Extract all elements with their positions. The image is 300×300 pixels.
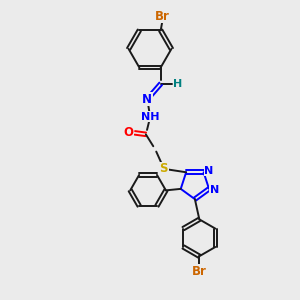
Text: N: N: [210, 185, 219, 195]
Text: O: O: [123, 126, 133, 140]
Text: N: N: [204, 166, 214, 176]
Text: H: H: [173, 79, 182, 89]
Text: NH: NH: [141, 112, 160, 122]
Text: N: N: [142, 93, 152, 106]
Text: S: S: [159, 162, 168, 175]
Text: Br: Br: [155, 10, 170, 22]
Text: Br: Br: [192, 265, 207, 278]
